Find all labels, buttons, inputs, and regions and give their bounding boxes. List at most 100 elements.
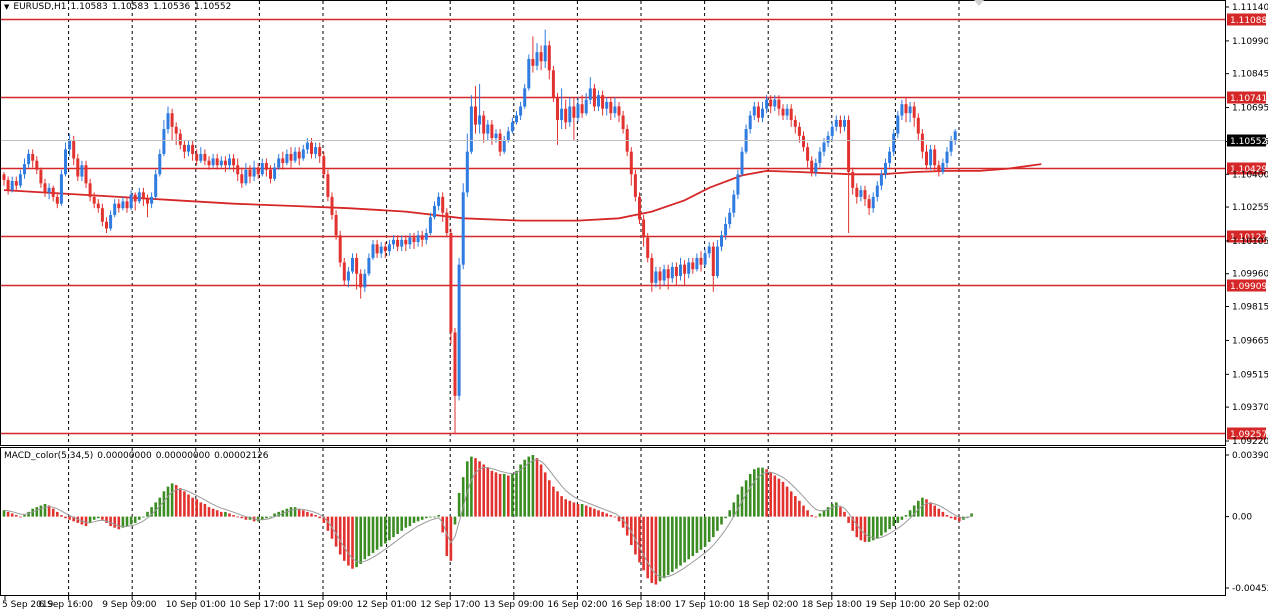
candle-body <box>847 120 851 173</box>
candle <box>875 181 879 202</box>
candle-body <box>387 244 391 252</box>
macd-bar <box>220 511 223 517</box>
candle <box>420 230 424 247</box>
candle <box>888 147 892 168</box>
macd-bar <box>478 461 481 517</box>
candle <box>469 95 473 154</box>
macd-bar <box>724 516 727 519</box>
candle-body <box>642 219 646 238</box>
candle-body <box>724 224 728 236</box>
macd-bar <box>396 516 399 534</box>
candle-body <box>125 201 129 209</box>
macd-bar <box>908 510 912 517</box>
candle-body <box>691 262 695 270</box>
horizontal-levels[interactable]: 1.11088 1.10741 1.10429 1.10127 1.09909 1.092… <box>1 13 1267 441</box>
macd-bar <box>794 496 797 517</box>
candle <box>2 172 6 186</box>
macd-bar <box>84 516 88 527</box>
candle-body <box>732 194 736 213</box>
time-tick-label: 5 Sep 2019 <box>2 600 54 610</box>
candle <box>777 95 781 116</box>
candle <box>392 235 395 249</box>
candle <box>396 235 400 252</box>
macd-bar <box>519 464 522 517</box>
candle-body <box>113 203 117 215</box>
candle <box>191 140 195 161</box>
candle-body <box>367 257 371 274</box>
candle-body <box>953 131 957 141</box>
macd-bar <box>355 516 358 568</box>
macd-bar <box>941 511 945 517</box>
candle-body <box>679 264 682 276</box>
candle-body <box>256 167 260 175</box>
candle <box>207 156 211 170</box>
candle-body <box>892 133 896 152</box>
candle <box>744 124 748 154</box>
candle-body <box>531 58 535 66</box>
candle-body <box>687 262 691 274</box>
candle <box>830 122 834 141</box>
candle <box>601 90 605 116</box>
candle-body <box>236 165 240 175</box>
triangle-down-icon[interactable]: ▼ <box>4 3 10 11</box>
macd-bar <box>732 502 736 517</box>
macd-bar <box>420 516 424 520</box>
candle-body <box>506 131 510 141</box>
candle <box>929 144 933 170</box>
macd-bar <box>601 511 604 517</box>
macd-bar <box>203 503 207 517</box>
macd-bar <box>265 516 268 519</box>
candle-body <box>793 120 797 127</box>
candle-body <box>293 151 297 161</box>
macd-bar <box>191 497 194 517</box>
macd-bar <box>297 508 301 517</box>
candle <box>96 199 100 213</box>
candle <box>228 153 231 170</box>
candle <box>47 183 51 200</box>
macd-bar <box>228 513 231 517</box>
candle-body <box>47 187 51 193</box>
candle-body <box>383 246 387 252</box>
shift-marker-icon[interactable] <box>974 0 984 6</box>
candle-body <box>576 104 580 118</box>
candle <box>404 235 408 252</box>
candle-body <box>51 187 55 197</box>
macd-bar <box>318 516 321 519</box>
candle <box>945 147 949 168</box>
macd-bar <box>654 516 658 585</box>
candle-body <box>613 106 617 114</box>
candle-body <box>84 165 88 184</box>
macd-bar <box>744 480 748 517</box>
macd-bar <box>363 516 367 560</box>
price-axis: 1.111401.109901.108451.106951.105451.104… <box>1225 3 1268 447</box>
macd-bar <box>925 499 928 517</box>
macd-bar <box>843 511 846 517</box>
macd-bar <box>449 516 453 561</box>
candle <box>68 133 72 157</box>
candle-body <box>879 174 883 186</box>
macd-bar <box>408 516 412 527</box>
candle-body <box>633 174 637 197</box>
price-pane-border <box>0 0 1226 446</box>
candle-body <box>105 221 108 229</box>
macd-bar <box>937 508 941 517</box>
candle-body <box>929 149 933 166</box>
macd-bar <box>835 502 838 517</box>
candle <box>810 156 814 177</box>
macd-bar <box>101 516 104 520</box>
candle <box>88 178 92 202</box>
macd-bar <box>683 516 686 563</box>
candle-body <box>174 126 178 134</box>
candle <box>523 83 527 109</box>
macd-bar <box>68 516 71 520</box>
candle <box>113 199 117 218</box>
candle-body <box>453 332 457 396</box>
macd-bar <box>777 478 781 517</box>
macd-bar <box>347 516 350 566</box>
macd-bar <box>486 467 490 517</box>
candle-body <box>601 95 605 109</box>
macd-bar <box>855 516 859 538</box>
price-tick-label: 1.09515 <box>1232 370 1268 380</box>
macd-bar <box>572 502 576 517</box>
